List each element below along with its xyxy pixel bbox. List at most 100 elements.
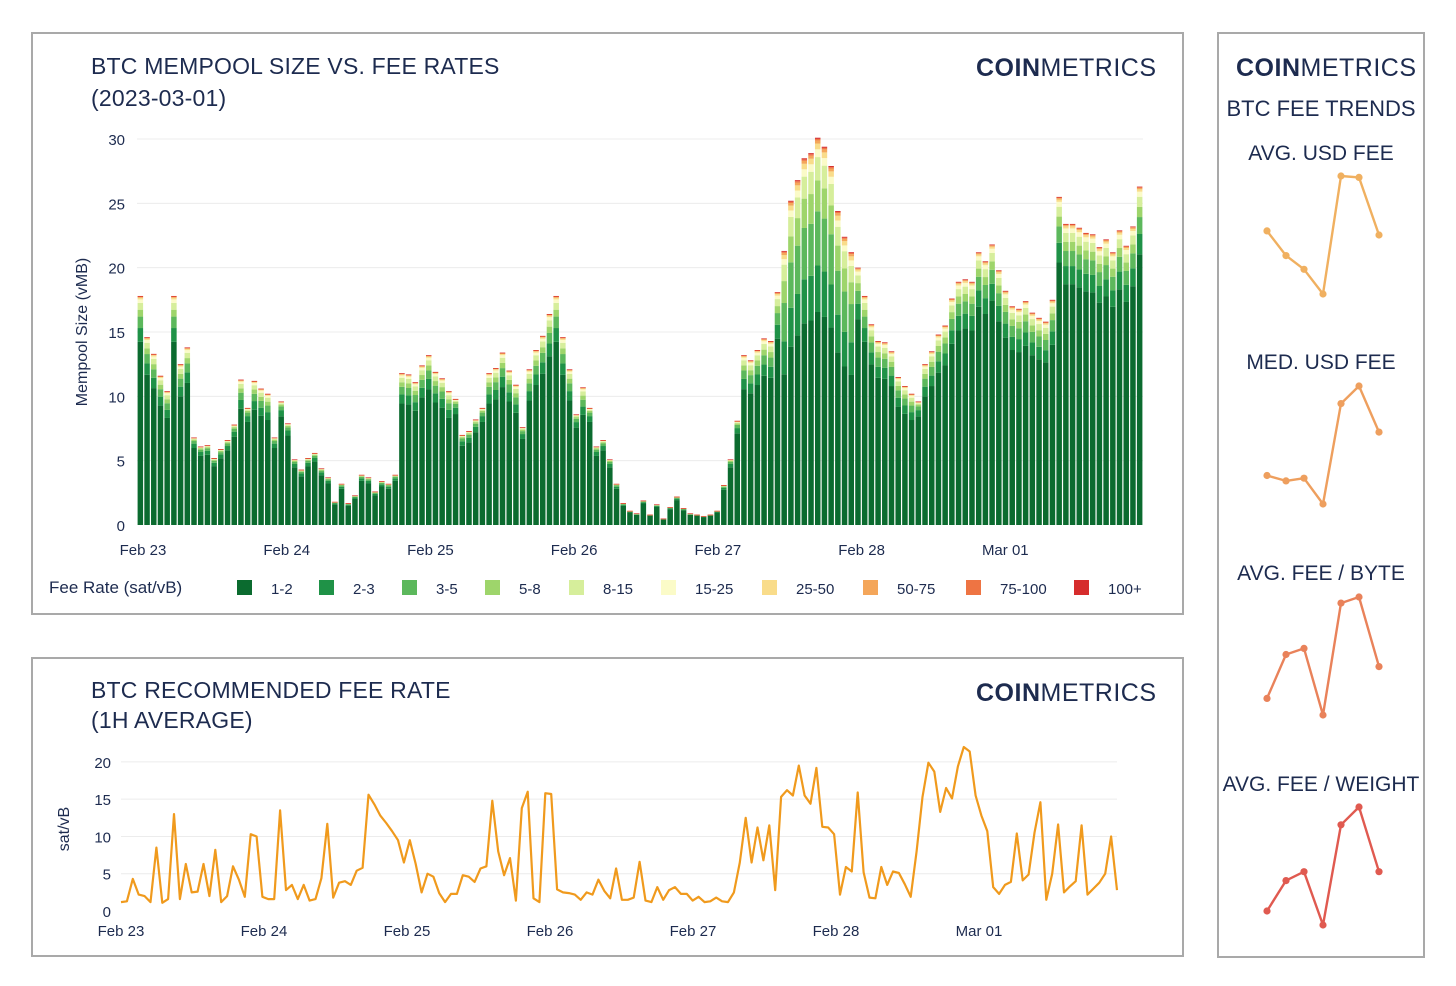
bar-segment-15-25 [519, 428, 526, 429]
bar-segment-8-15 [888, 356, 895, 362]
bar-segment-3-5 [332, 502, 338, 504]
bar-segment-15-25 [1063, 228, 1069, 233]
legend-label-5-8: 5-8 [519, 581, 541, 598]
bar-segment-15-25 [1083, 237, 1089, 242]
bar-segment-1-2 [419, 397, 425, 525]
bar-segment-1-2 [1056, 262, 1062, 525]
bar-segment-2-3 [754, 374, 761, 386]
bar-segment-25-50 [164, 392, 170, 394]
bar-segment-3-5 [439, 391, 445, 399]
bar-segment-8-15 [1009, 312, 1015, 320]
bar-segment-100+ [1096, 247, 1103, 248]
bar-segment-5-8 [982, 277, 989, 285]
bar-segment-25-50 [405, 375, 412, 377]
bar-segment-3-5 [238, 392, 244, 400]
coinmetrics-logo: COINMETRICS [1236, 54, 1417, 83]
bar-segment-100+ [566, 369, 573, 370]
bar-segment-50-75 [533, 350, 539, 352]
bar-segment-1-2 [1130, 286, 1136, 525]
y-tick-label: 30 [108, 132, 125, 149]
bar-segment-15-25 [191, 438, 197, 439]
bar-segment-100+ [882, 342, 888, 343]
bar-segment-3-5 [640, 501, 647, 503]
mempool-chart-svg: 0 5 10 15 20 25 30 Mempool Size (vMB) Feb 23 Feb … [49, 132, 1143, 598]
bar-segment-2-3 [741, 378, 747, 390]
legend-label-3-5: 3-5 [436, 581, 458, 598]
bar-segment-50-75 [1056, 198, 1062, 200]
bar-segment-1-2 [721, 489, 727, 525]
bar-segment-2-3 [486, 394, 492, 404]
bar-segment-8-15 [788, 216, 794, 237]
bar-segment-2-3 [338, 486, 345, 489]
bar-segment-15-25 [969, 285, 975, 290]
bar-segment-100+ [466, 431, 472, 432]
bar-segment-15-25 [151, 356, 157, 360]
bar-segment-2-3 [231, 431, 237, 437]
bar-segment-50-75 [493, 368, 499, 370]
bar-segment-5-8 [171, 309, 177, 317]
bar-segment-15-25 [265, 395, 271, 398]
bar-segment-5-8 [808, 194, 814, 224]
sparkline-point [1355, 803, 1363, 811]
bar-segment-3-5 [224, 443, 231, 447]
bar-segment-25-50 [566, 370, 573, 372]
bar-segment-5-8 [305, 459, 311, 461]
bar-segment-75-100 [754, 350, 761, 351]
bar-segment-15-25 [1116, 234, 1123, 240]
bar-segment-100+ [868, 324, 875, 325]
bar-segment-2-3 [379, 484, 385, 487]
logo-light-part: METRICS [1040, 54, 1157, 82]
bar-segment-3-5 [600, 443, 606, 447]
bar-segment-25-50 [861, 297, 868, 300]
bar-segment-15-25 [177, 366, 184, 369]
bar-segment-75-100 [922, 364, 928, 366]
bar-segment-8-15 [231, 426, 237, 428]
bar-segment-75-100 [1123, 246, 1129, 247]
bar-segment-15-25 [1110, 256, 1116, 261]
legend-label-2-3: 2-3 [353, 581, 375, 598]
bar-segment-5-8 [841, 268, 848, 292]
bar-segment-5-8 [285, 425, 291, 428]
bar-segment-1-2 [479, 421, 486, 525]
bar-segment-5-8 [721, 486, 727, 487]
bar-segment-1-2 [211, 466, 217, 525]
bar-segment-25-50 [982, 263, 989, 266]
bar-segment-3-5 [372, 492, 378, 494]
bar-segment-75-100 [560, 337, 566, 339]
bar-segment-100+ [325, 477, 331, 478]
bar-segment-50-75 [1103, 240, 1109, 242]
bar-segment-1-2 [519, 438, 526, 525]
bar-segment-100+ [1016, 308, 1022, 310]
bar-segment-100+ [714, 510, 720, 512]
legend-label-25-50: 25-50 [796, 581, 834, 598]
bar-segment-100+ [204, 445, 211, 446]
bar-segment-5-8 [888, 361, 895, 367]
bar-segment-3-5 [955, 303, 962, 316]
legend-swatch-25-50 [762, 580, 777, 595]
bar-segment-25-50 [935, 336, 942, 338]
bar-segment-75-100 [1116, 230, 1123, 232]
bar-segment-3-5 [191, 441, 197, 444]
bar-segment-100+ [1002, 290, 1009, 292]
bar-segment-15-25 [513, 386, 519, 389]
bar-segment-50-75 [506, 371, 512, 372]
sparkline-point [1355, 593, 1363, 601]
bar-segment-5-8 [1069, 241, 1076, 252]
x-tick-label: Feb 25 [384, 923, 431, 940]
bar-segment-3-5 [1036, 336, 1042, 347]
bar-segment-8-15 [996, 277, 1002, 286]
bar-segment-100+ [553, 295, 559, 297]
bar-segment-2-3 [882, 367, 888, 379]
bar-segment-3-5 [305, 460, 311, 463]
bar-segment-100+ [151, 353, 157, 355]
bar-segment-1-2 [546, 356, 553, 525]
bar-segment-100+ [405, 374, 412, 376]
bar-segment-3-5 [781, 303, 787, 342]
bar-segment-5-8 [915, 404, 922, 407]
bar-segment-3-5 [821, 218, 828, 272]
bar-segment-15-25 [1043, 324, 1049, 328]
bar-segment-5-8 [472, 422, 479, 424]
bar-segment-5-8 [513, 393, 519, 398]
bar-segment-5-8 [1076, 245, 1083, 255]
bar-segment-3-5 [1029, 331, 1036, 343]
